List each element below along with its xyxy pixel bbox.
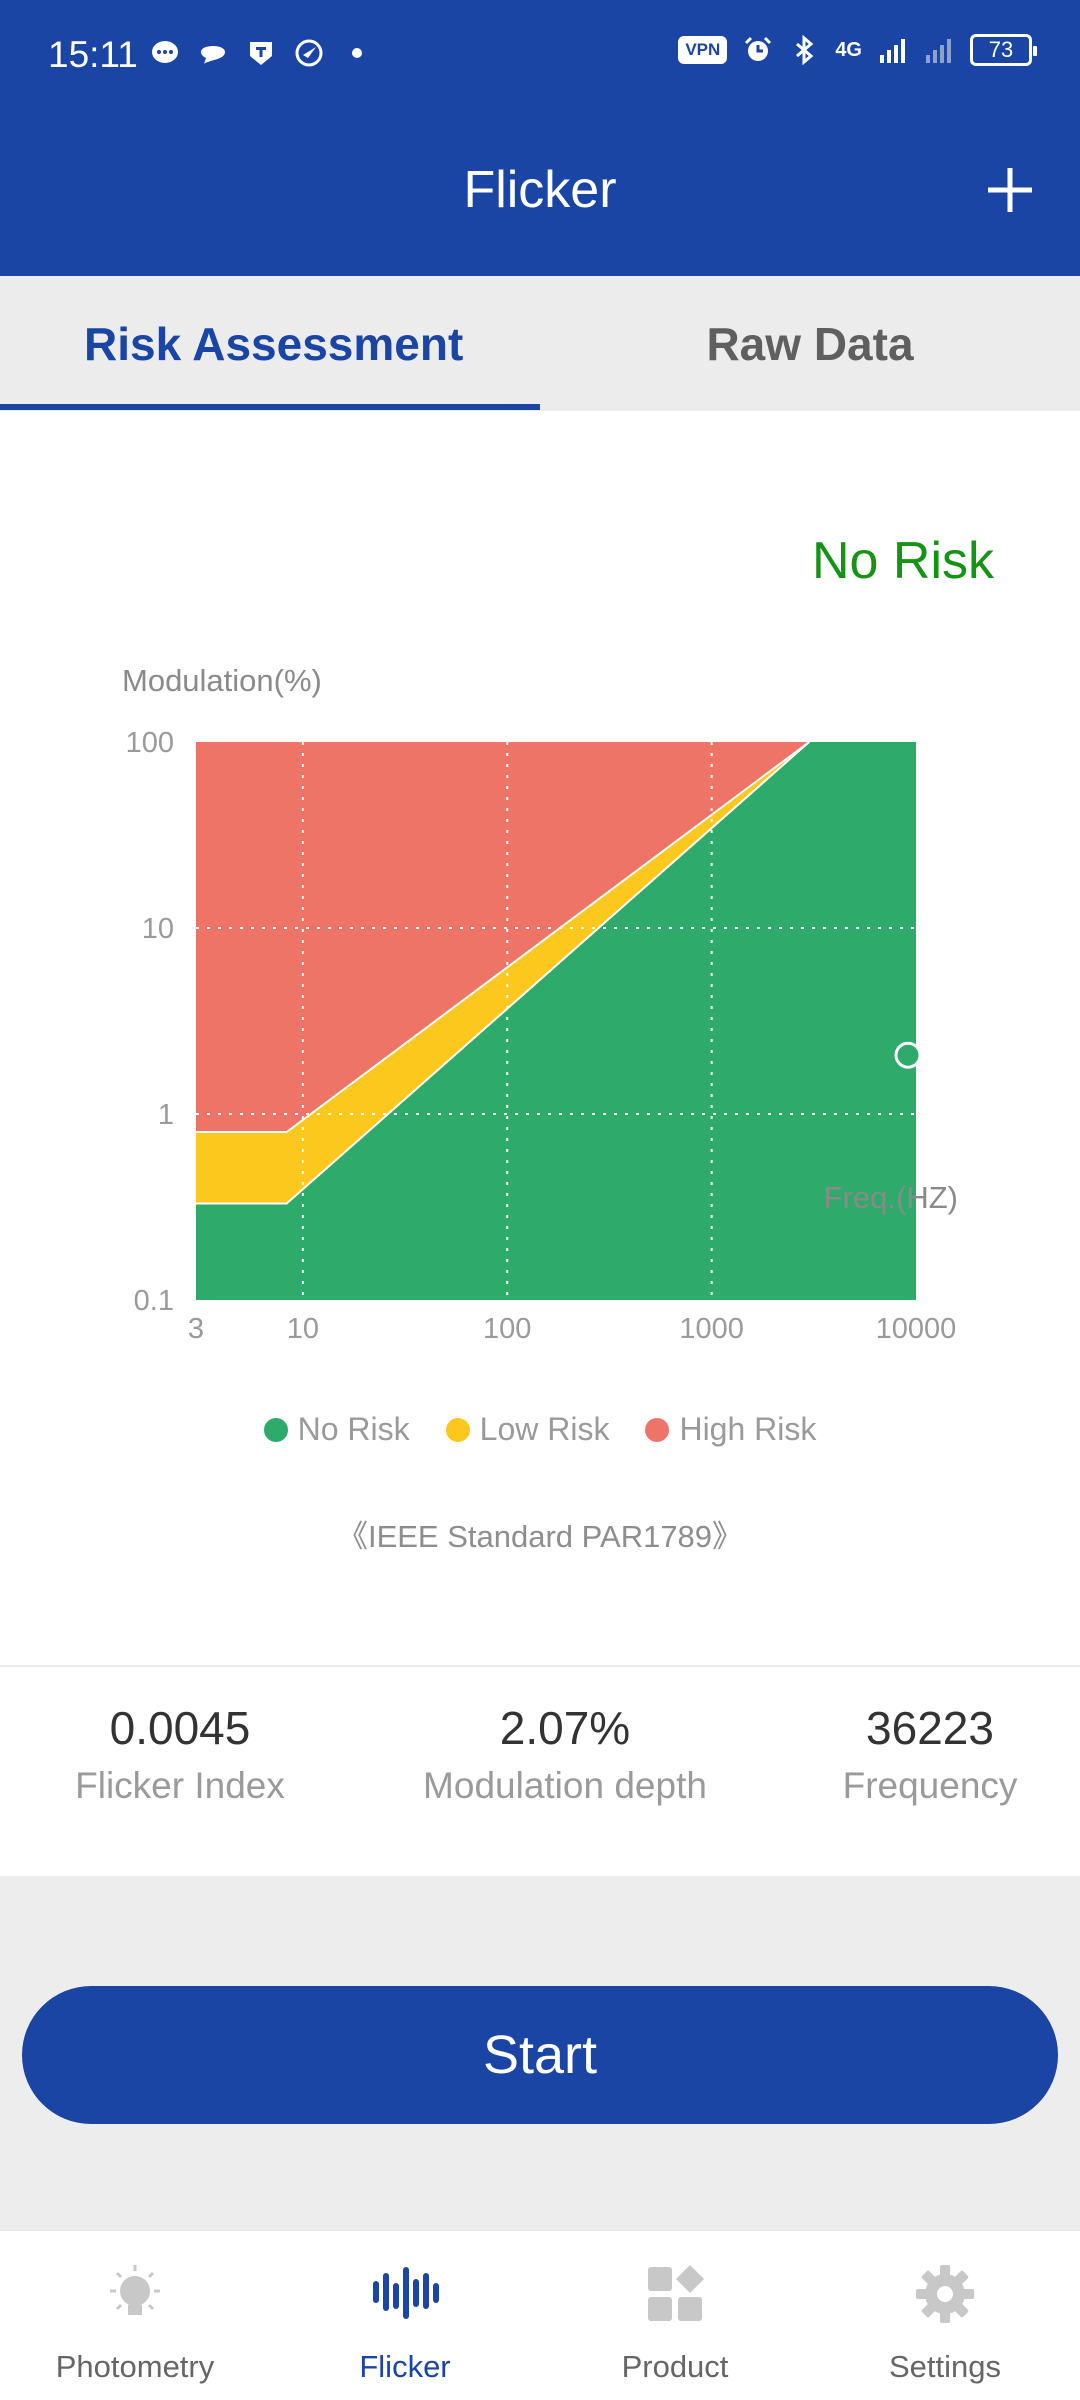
start-button[interactable]: Start bbox=[22, 1986, 1058, 2124]
risk-status-label: No Risk bbox=[811, 532, 994, 590]
chat-bubble-icon bbox=[152, 41, 178, 63]
legend-item-high-risk: High Risk bbox=[645, 1411, 816, 1448]
risk-assessment-panel: No Risk Modulation(%) 100 10 1 0.1 3 10 100 10… bbox=[0, 411, 1080, 1876]
measurement-points bbox=[894, 1041, 922, 1069]
tab-risk-assessment[interactable]: Risk Assessment bbox=[84, 317, 464, 370]
x-tick-label: 1000 bbox=[679, 1313, 744, 1345]
metric-value: 0.0045 bbox=[109, 1702, 251, 1754]
waveform-icon bbox=[373, 2267, 439, 2319]
low-risk-boundary bbox=[196, 741, 810, 1205]
divider bbox=[0, 1665, 1080, 1667]
lightbulb-icon bbox=[110, 2265, 160, 2315]
nav-label: Flicker bbox=[359, 2349, 451, 2384]
metric-label: Frequency bbox=[842, 1765, 1018, 1806]
nav-item-flicker[interactable]: Flicker bbox=[270, 2231, 540, 2400]
page-title: Flicker bbox=[463, 161, 617, 219]
high-risk-region bbox=[196, 742, 810, 1133]
metrics-row: 0.0045 Flicker Index 2.07% Modulation de… bbox=[0, 1701, 1080, 1851]
legend-label: Low Risk bbox=[479, 1411, 610, 1447]
network-type: 4G bbox=[835, 38, 862, 61]
metric-flicker-index: 0.0045 Flicker Index bbox=[40, 1701, 320, 1807]
notification-icons bbox=[150, 38, 372, 68]
status-time: 15:11 bbox=[48, 34, 138, 75]
more-notifications-dot-icon bbox=[352, 48, 362, 58]
legend-swatch bbox=[445, 1417, 470, 1442]
x-axis-label: Freq.(HZ) bbox=[824, 1180, 958, 1215]
risk-regions bbox=[196, 741, 916, 1300]
tab-active-indicator bbox=[0, 404, 540, 410]
legend-item-no-risk: No Risk bbox=[263, 1411, 410, 1448]
gear-icon bbox=[916, 2265, 974, 2323]
bottom-navigation: Photometry Flicker Product Setti bbox=[0, 2230, 1080, 2400]
measurement-point bbox=[894, 1041, 922, 1069]
alarm-icon bbox=[745, 36, 772, 61]
y-tick-label: 1 bbox=[158, 1099, 174, 1131]
y-tick-labels: 100 10 1 0.1 bbox=[126, 727, 174, 1317]
metric-label: Modulation depth bbox=[423, 1765, 707, 1806]
x-tick-label: 10000 bbox=[876, 1313, 957, 1345]
metric-label: Flicker Index bbox=[75, 1765, 285, 1806]
legend-label: No Risk bbox=[297, 1411, 410, 1447]
x-tick-labels: 3 10 100 1000 10000 bbox=[188, 1313, 956, 1345]
x-tick-label: 100 bbox=[483, 1313, 531, 1345]
y-axis-label: Modulation(%) bbox=[122, 663, 322, 698]
compass-app-icon bbox=[295, 39, 323, 67]
y-tick-label: 100 bbox=[126, 727, 174, 759]
metric-modulation-depth: 2.07% Modulation depth bbox=[390, 1701, 740, 1807]
message-icon bbox=[201, 46, 225, 64]
metric-value: 2.07% bbox=[499, 1702, 631, 1754]
grid-icon bbox=[648, 2265, 704, 2321]
chart-grid bbox=[196, 742, 916, 1300]
nav-label: Photometry bbox=[55, 2349, 215, 2384]
x-tick-label: 3 bbox=[188, 1313, 204, 1345]
shield-app-icon bbox=[250, 42, 272, 65]
battery-level: 73 bbox=[988, 37, 1014, 62]
battery-indicator: 73 bbox=[970, 34, 1037, 66]
tab-raw-data[interactable]: Raw Data bbox=[706, 317, 914, 370]
y-tick-label: 0.1 bbox=[134, 1285, 174, 1317]
legend-item-low-risk: Low Risk bbox=[445, 1411, 610, 1448]
nav-label: Product bbox=[621, 2349, 729, 2384]
nav-item-settings[interactable]: Settings bbox=[810, 2231, 1080, 2400]
legend-swatch bbox=[645, 1417, 670, 1442]
no-risk-region bbox=[196, 742, 916, 1300]
tab-bar: Risk Assessment Raw Data bbox=[0, 276, 1080, 411]
nav-item-product[interactable]: Product bbox=[540, 2231, 810, 2400]
system-icons: VPN 4G 73 bbox=[678, 34, 1037, 66]
nav-item-photometry[interactable]: Photometry bbox=[0, 2231, 270, 2400]
standard-note: 《IEEE Standard PAR1789》 bbox=[336, 1519, 744, 1554]
app-bar: 15:11 VPN 4G 73 Flicker bbox=[0, 0, 1080, 276]
signal-strength-icon bbox=[880, 39, 905, 63]
legend-swatch bbox=[263, 1417, 288, 1442]
high-risk-boundary bbox=[196, 741, 810, 1134]
x-tick-label: 10 bbox=[287, 1313, 319, 1345]
status-bar: 15:11 VPN 4G 73 bbox=[0, 0, 1080, 112]
chart-legend: No Risk Low Risk High Risk bbox=[0, 1411, 1080, 1448]
plus-icon[interactable] bbox=[980, 160, 1040, 220]
nav-label: Settings bbox=[888, 2349, 1001, 2384]
bluetooth-icon bbox=[796, 35, 814, 65]
metric-value: 36223 bbox=[866, 1702, 994, 1754]
vpn-badge: VPN bbox=[678, 36, 728, 64]
legend-label: High Risk bbox=[679, 1411, 817, 1447]
signal-strength-secondary-icon bbox=[926, 39, 951, 63]
y-tick-label: 10 bbox=[142, 913, 174, 945]
metric-frequency: 36223 Frequency bbox=[800, 1701, 1060, 1807]
